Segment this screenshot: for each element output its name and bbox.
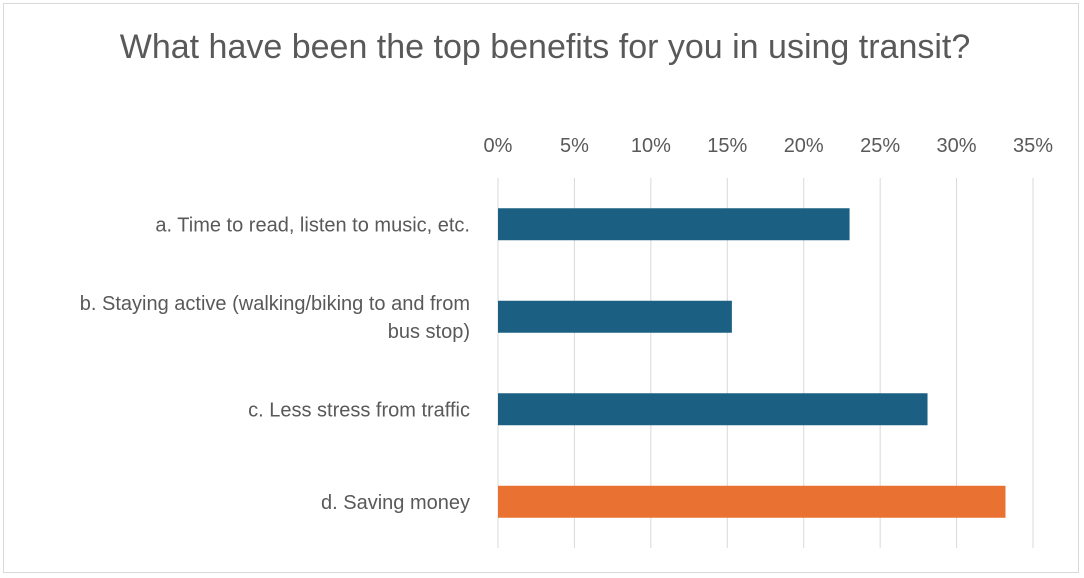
- category-label: a. Time to read, listen to music, etc.: [155, 214, 470, 236]
- category-label: d. Saving money: [321, 492, 470, 514]
- x-tick-label: 30%: [937, 135, 977, 157]
- bar: [498, 393, 928, 426]
- chart-title: What have been the top benefits for you …: [119, 28, 971, 66]
- x-tick-label: 35%: [1013, 135, 1053, 157]
- category-label: b. Staying active (walking/biking to and…: [80, 293, 470, 343]
- x-tick-label: 10%: [631, 135, 671, 157]
- x-tick-label: 15%: [707, 135, 747, 157]
- x-tick-label: 5%: [560, 135, 589, 157]
- x-tick-label: 20%: [784, 135, 824, 157]
- bar: [498, 485, 1006, 518]
- bar: [498, 208, 850, 241]
- chart-frame: [3, 3, 1079, 573]
- x-tick-label: 25%: [860, 135, 900, 157]
- x-tick-label: 0%: [484, 135, 513, 157]
- bar: [498, 300, 732, 333]
- category-label: c. Less stress from traffic: [248, 399, 470, 421]
